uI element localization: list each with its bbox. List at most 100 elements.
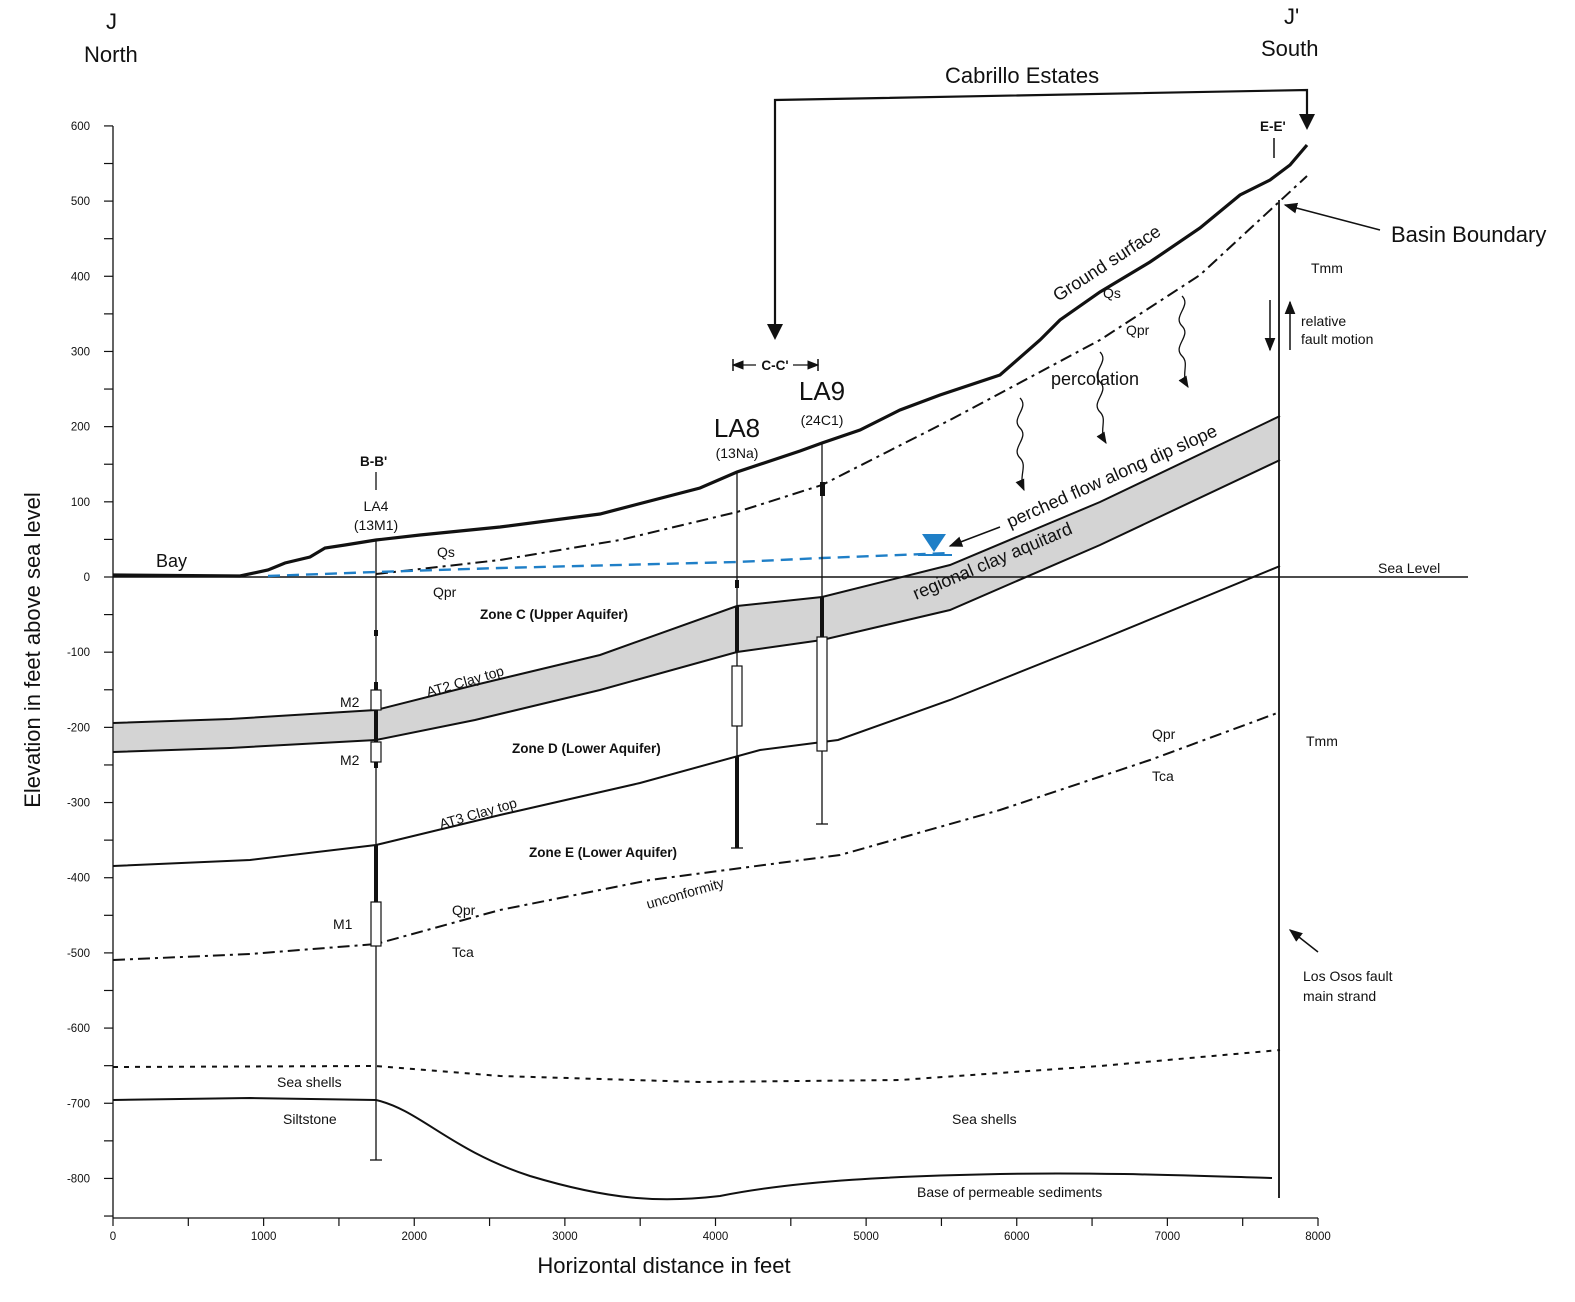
x-tick-label: 2000 [401,1231,427,1243]
bb-section-label: B-B' [360,454,387,469]
unconformity-line [112,711,1281,961]
zone-d-label: Zone D (Lower Aquifer) [512,741,661,756]
siltstone-label: Siltstone [283,1111,337,1127]
percolation-arrow-3 [1178,295,1189,388]
tca-right-label: Tca [1152,768,1174,784]
relative-fault-motion-label-2: fault motion [1301,331,1373,347]
sea-shells-left-label: Sea shells [277,1074,342,1090]
y-tick-label: 400 [71,271,90,283]
x-tick-label: 6000 [1004,1231,1030,1243]
at2-clay-top-line [112,415,1281,724]
qs-upper-label: Qs [1103,285,1121,301]
zone-e-label: Zone E (Lower Aquifer) [529,845,677,860]
ee-section-label: E-E' [1260,119,1286,134]
la4-screen-upper [374,682,378,768]
la4-m2-lower-box [370,741,382,763]
basin-boundary-label: Basin Boundary [1391,222,1546,247]
bay-label: Bay [156,551,187,571]
la4-screen-dot [374,630,378,636]
la8-screen-dot [735,580,739,588]
y-tick-label: -400 [67,873,90,885]
la9-id-label: (24C1) [801,412,844,428]
at3-clay-top-label: AT3 Clay top [437,794,518,831]
y-tick-label: 500 [71,196,90,208]
qpr-upper-label: Qpr [1126,322,1150,338]
y-tick-label: -800 [67,1173,90,1185]
qpr-right-label: Qpr [1152,726,1176,742]
m2-upper-label: M2 [340,694,360,710]
y-tick-label: 0 [84,572,90,584]
clay-aquitard-band [113,416,1280,752]
sea-shells-right-label: Sea shells [952,1111,1017,1127]
y-tick-label: 100 [71,497,90,509]
la9-screen-box [816,636,828,752]
perched-flow-arrow [948,526,1001,547]
zone-c-label: Zone C (Upper Aquifer) [480,607,628,622]
la8-screen-lower [735,756,739,848]
x-axis-title: Horizontal distance in feet [537,1253,790,1278]
la9-label: LA9 [799,376,845,406]
percolation-arrow-2 [1096,351,1107,444]
y-tick-label: 600 [71,121,90,133]
la4-m2-upper-box [370,689,382,711]
cc-section-label: C-C' [761,358,788,373]
percolation-arrow-1 [1015,397,1025,492]
la8-screen-box [731,665,743,727]
m1-label: M1 [333,916,353,932]
la8-label: LA8 [714,413,760,443]
la4-m1-box [370,901,382,947]
x-tick-label: 4000 [703,1231,729,1243]
x-axis-ticks: 0 1000 2000 3000 4000 5000 6000 7000 8000 [110,1218,1331,1243]
y-tick-label: 200 [71,422,90,434]
base-of-permeable-sediments-line [112,1096,1273,1201]
sea-shells-dotted-line [112,1049,1281,1084]
cabrillo-left-arrowhead [767,324,783,340]
y-tick-label: -700 [67,1098,90,1110]
qpr-mid-label: Qpr [452,902,476,918]
qs-left-label: Qs [437,544,455,560]
basin-boundary-arrow [1283,202,1381,231]
la4-screen-lower [374,845,378,905]
y-tick-label: -300 [67,798,90,810]
los-osos-fault-arrow [1288,929,1319,953]
cabrillo-right-arrowhead [1299,114,1315,130]
la8-screen-upper [735,606,739,652]
ground-surface-line [112,143,1309,578]
tca-mid-label: Tca [452,944,474,960]
relative-fault-motion-label-1: relative [1301,313,1346,329]
y-tick-label: -100 [67,647,90,659]
left-section-letter: J [106,9,117,34]
la8-id-label: (13Na) [716,445,759,461]
la9-screen-dot [820,482,825,496]
la4-label: LA4 [364,498,389,514]
tmm-upper-label: Tmm [1311,260,1343,276]
x-tick-label: 5000 [853,1231,879,1243]
cabrillo-estates-label: Cabrillo Estates [945,63,1099,88]
tmm-lower-label: Tmm [1306,733,1338,749]
x-tick-label: 8000 [1305,1231,1331,1243]
la4-id-label: (13M1) [354,517,398,533]
y-tick-label: 300 [71,346,90,358]
y-axis-title: Elevation in feet above sea level [20,492,45,808]
sea-level-label: Sea Level [1378,560,1440,576]
at3-clay-top-line [112,565,1281,867]
percolation-label: percolation [1051,369,1139,389]
y-tick-label: -200 [67,722,90,734]
x-tick-label: 0 [110,1231,116,1243]
y-axis-ticks: 600 500 400 300 200 100 0 -100 -200 -300 -400 -500 -… [67,121,113,1217]
los-osos-fault-label-1: Los Osos fault [1303,968,1393,984]
m2-lower-label: M2 [340,752,360,768]
x-tick-label: 1000 [251,1231,277,1243]
right-section-letter: J' [1284,4,1299,29]
left-direction: North [84,42,138,67]
water-table-line [267,551,951,578]
cabrillo-bracket [773,88,1309,328]
qpr-left-label: Qpr [433,584,457,600]
y-tick-label: -500 [67,948,90,960]
water-table-symbol [922,534,946,552]
base-permeable-label: Base of permeable sediments [917,1184,1102,1200]
la9-screen-upper [820,597,824,639]
los-osos-fault-label-2: main strand [1303,988,1376,1004]
